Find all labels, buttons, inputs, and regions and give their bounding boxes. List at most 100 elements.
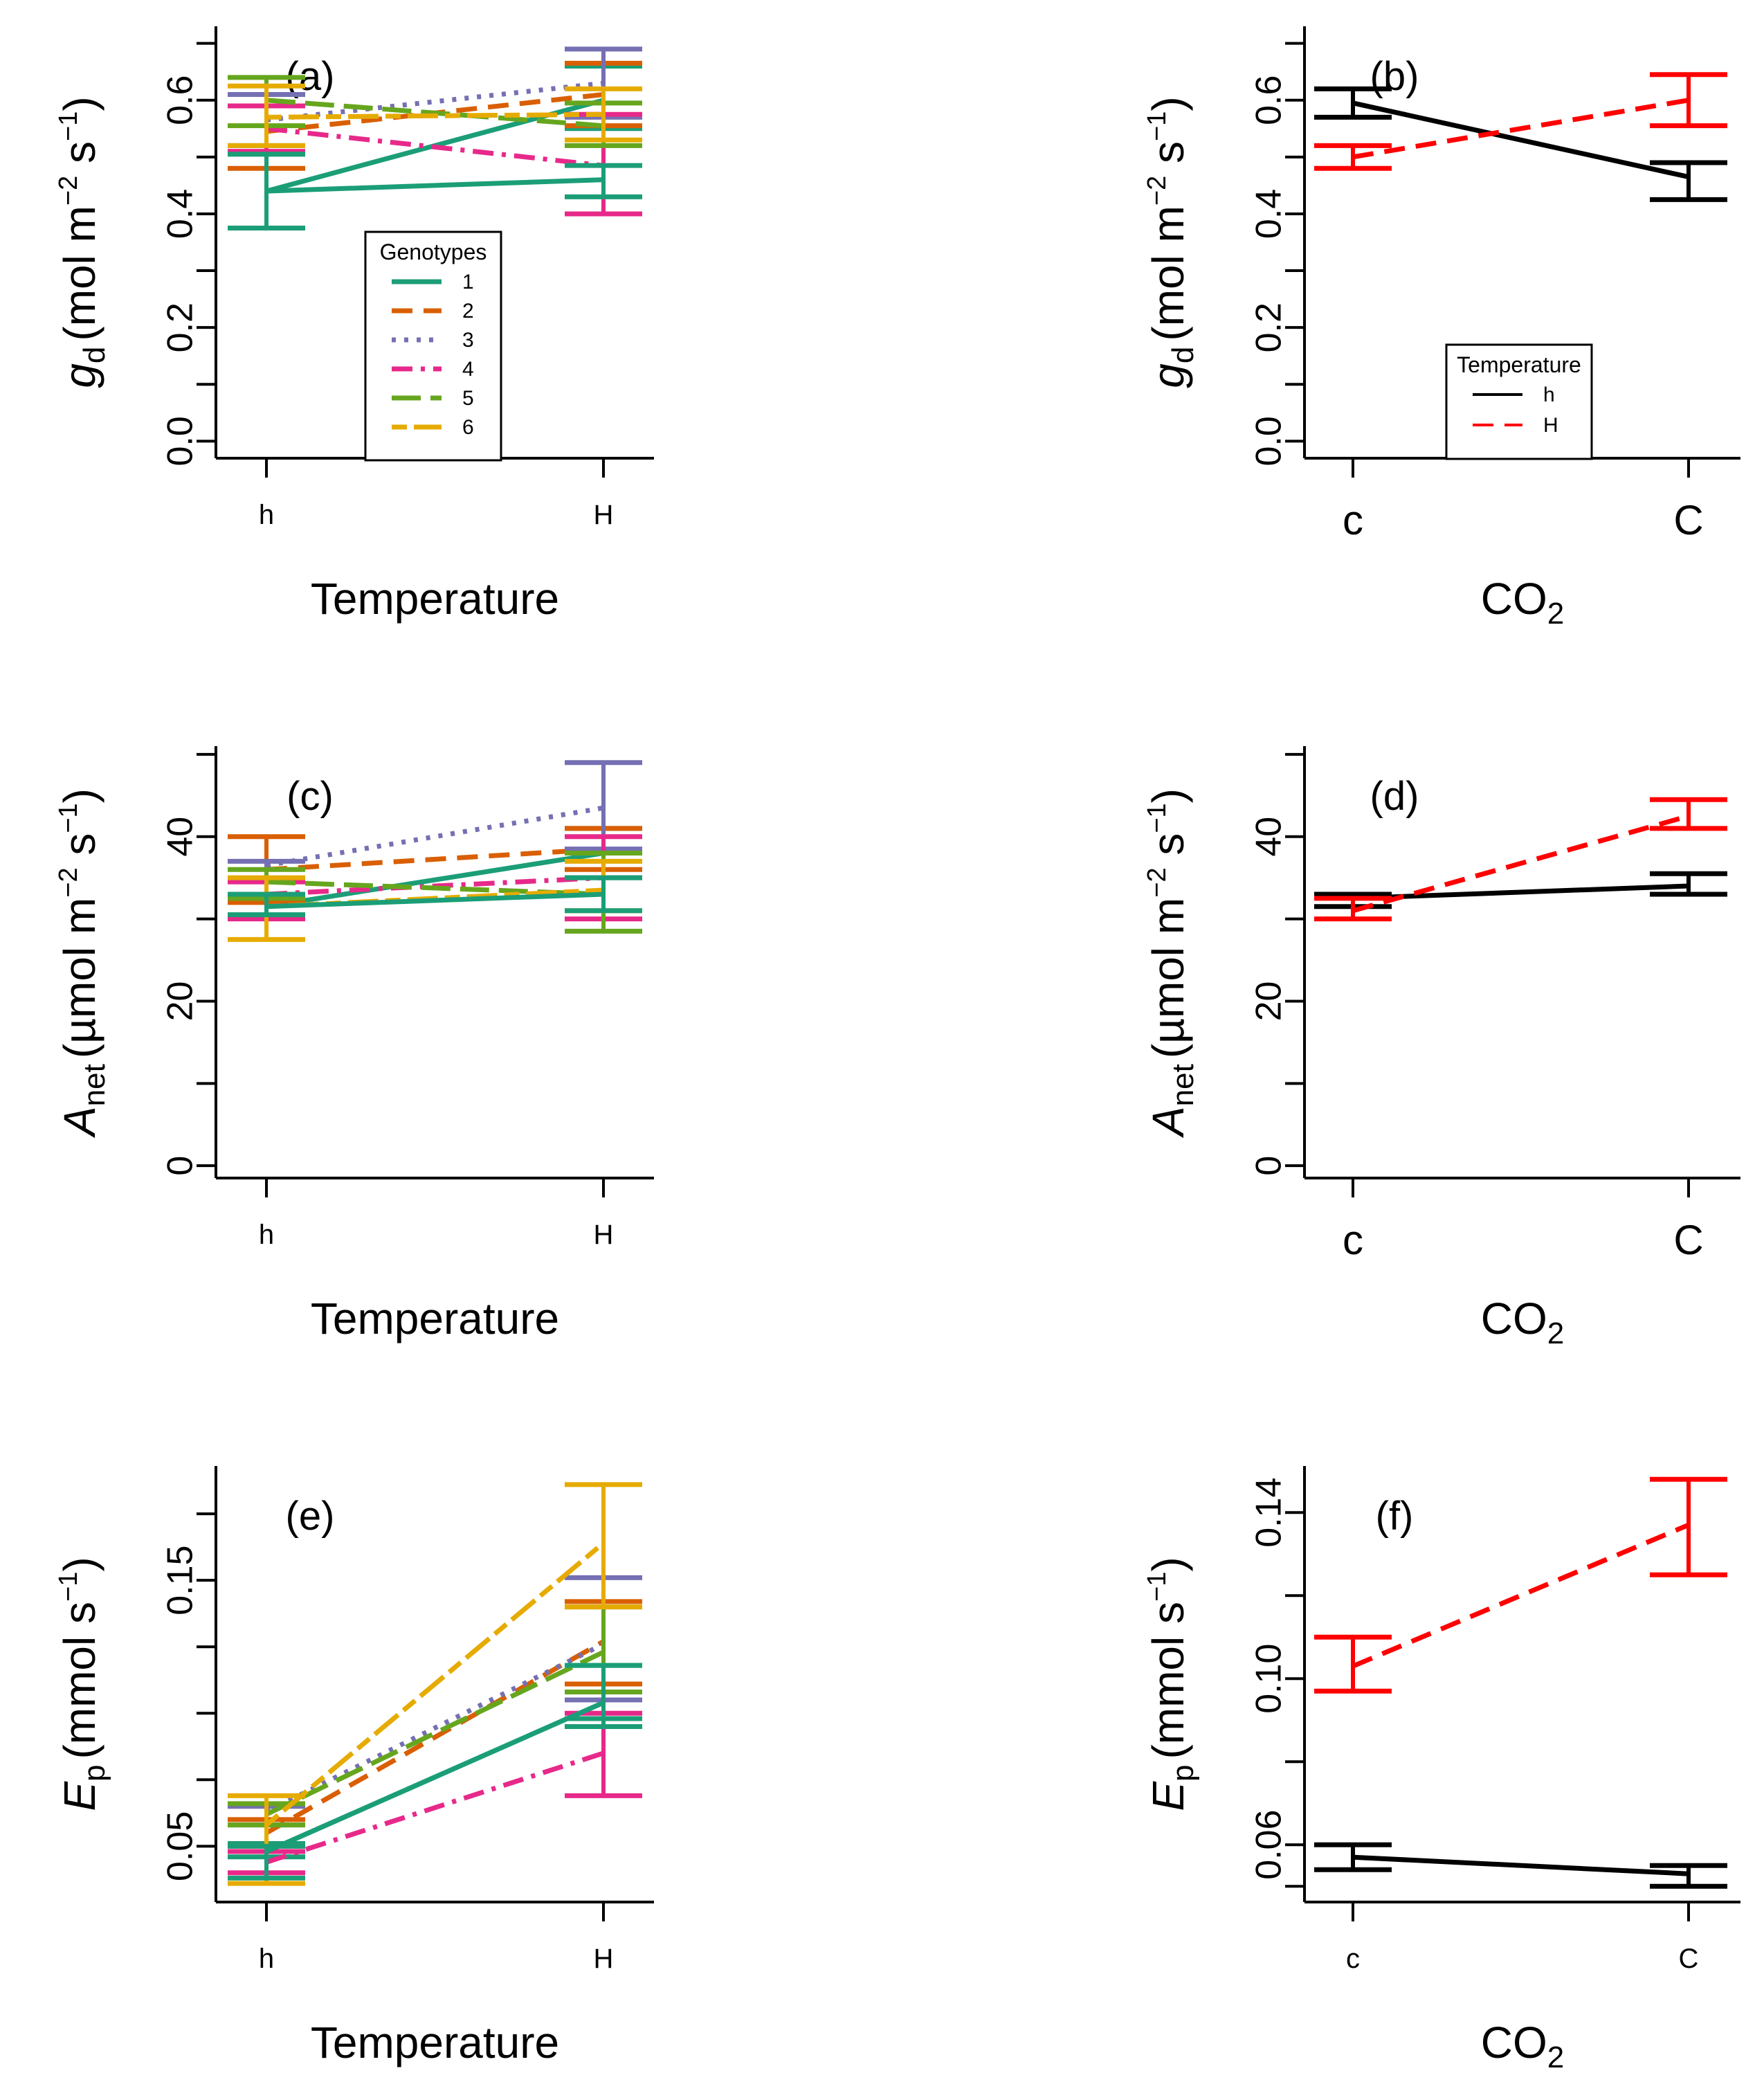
- panel-label: (e): [286, 1494, 335, 1539]
- panel-d: 0 20 40 c C CO2 Anet(µmol m−2 s−1) (d): [1143, 746, 1740, 1350]
- y-tick-label: 0.4: [1249, 189, 1289, 239]
- series-line: [266, 111, 604, 120]
- x-tick-label: c: [1346, 1944, 1360, 1974]
- x-tick-label: h: [259, 1220, 274, 1250]
- series-line: [265, 1639, 605, 1836]
- panel-label: (c): [287, 774, 334, 819]
- y-tick-label: 0: [161, 1156, 201, 1176]
- series-h: [1314, 1842, 1727, 1889]
- series-line: [266, 177, 604, 194]
- panel-a: 0.0 0.2 0.4 0.6 h H Temperature gd(mol m−2 s−1)…: [54, 26, 654, 624]
- series-line: [266, 98, 604, 129]
- y-tick-label: 20: [1249, 981, 1289, 1022]
- y-axis-title: Ep(mmol s−1): [54, 1557, 111, 1811]
- x-tick-label: C: [1679, 1944, 1699, 1974]
- panel-c: 0 20 40 h H Temperature Anet(µmol m−2 s−1) (c): [54, 746, 654, 1343]
- series-line: [1352, 98, 1689, 160]
- series-h: [1314, 86, 1727, 202]
- y-tick-label: 0.2: [1249, 302, 1289, 352]
- y-tick-label: 0.06: [1249, 1810, 1289, 1880]
- legend-box: [1445, 343, 1593, 460]
- series-H: [1314, 1476, 1727, 1694]
- series-line: [265, 1700, 605, 1854]
- series-6: [228, 1482, 642, 1886]
- series-3: [228, 1575, 642, 1828]
- x-axis-title: CO2: [1481, 574, 1564, 631]
- y-tick-label: 0.10: [1249, 1644, 1289, 1714]
- y-tick-label: 0.0: [161, 416, 201, 466]
- y-axis-title: gd(mol m−2 s−1): [1143, 96, 1200, 388]
- panel-label: (f): [1376, 1494, 1414, 1539]
- series-6: [228, 83, 642, 148]
- panel-f: 0.06 0.10 0.14 c C CO2 Ep(mmol s−1) (f): [1143, 1466, 1740, 2074]
- panel-b: 0.0 0.2 0.4 0.6 c C CO2 gd(mol m−2 s−1) (b) Tempe…: [1143, 26, 1740, 631]
- y-tick-label: 0.4: [161, 189, 201, 239]
- series-line: [265, 1649, 605, 1817]
- x-tick-label: c: [1343, 1217, 1363, 1263]
- x-tick-label: H: [594, 500, 614, 530]
- x-axis-title: CO2: [1481, 1294, 1564, 1350]
- x-tick-label: C: [1673, 1217, 1703, 1263]
- x-tick-label: c: [1343, 497, 1363, 543]
- x-tick-label: H: [594, 1220, 614, 1250]
- series-line: [265, 1642, 605, 1814]
- y-axis-title: gd(mol m−2 s−1): [54, 96, 111, 388]
- y-tick-label: 0.6: [161, 75, 201, 125]
- y-tick-label: 0.14: [1249, 1478, 1289, 1548]
- legend: Temperature hH: [1445, 343, 1593, 460]
- x-tick-label: H: [594, 1944, 614, 1974]
- series-5: [228, 1604, 642, 1828]
- legend-title: Genotypes: [380, 239, 487, 264]
- series-line: [1352, 1854, 1689, 1876]
- y-tick-label: 0.05: [161, 1811, 201, 1881]
- legend-label: h: [1543, 383, 1555, 406]
- panel-label: (b): [1370, 54, 1419, 99]
- series-H: [1314, 797, 1727, 922]
- legend-label: 5: [462, 387, 474, 410]
- series-h: [1314, 871, 1727, 909]
- y-tick-label: 0.15: [161, 1546, 201, 1615]
- legend-label: 2: [462, 300, 474, 323]
- legend: Genotypes 1 2 3 4 5 6: [364, 230, 502, 462]
- panel-label: (d): [1370, 774, 1419, 819]
- series-H: [1314, 72, 1727, 171]
- series-line: [265, 1750, 605, 1865]
- series-1b: [228, 875, 642, 918]
- legend-label: 3: [462, 329, 474, 352]
- y-tick-label: 0.6: [1249, 75, 1289, 125]
- legend-label: H: [1543, 414, 1558, 437]
- y-axis-title: Anet(µmol m−2 s−1): [54, 788, 111, 1139]
- series-line: [1352, 813, 1689, 914]
- y-tick-label: 0.2: [161, 302, 201, 352]
- series-line: [266, 891, 604, 909]
- x-tick-label: C: [1673, 497, 1703, 543]
- x-tick-label: h: [259, 500, 274, 530]
- y-axis-title: Anet(µmol m−2 s−1): [1143, 788, 1200, 1139]
- legend-label: 4: [462, 358, 474, 381]
- y-tick-label: 0: [1249, 1156, 1289, 1176]
- legend-label: 1: [462, 271, 474, 293]
- panel-e: 0.05 0.15 h H Temperature Ep(mmol s−1) (e): [54, 1466, 654, 2067]
- series-line: [264, 1541, 606, 1827]
- y-tick-label: 40: [1249, 817, 1289, 857]
- y-tick-label: 0.0: [1249, 416, 1289, 466]
- x-tick-label: h: [259, 1944, 274, 1974]
- x-axis-title: Temperature: [311, 574, 559, 624]
- y-axis-title: Ep(mmol s−1): [1143, 1557, 1200, 1811]
- x-axis-title: Temperature: [311, 1294, 559, 1343]
- series-line: [266, 126, 604, 168]
- series-line: [1352, 1522, 1690, 1669]
- legend-label: 6: [462, 416, 474, 439]
- x-axis-title: CO2: [1481, 2018, 1564, 2074]
- legend-title: Temperature: [1457, 352, 1581, 377]
- y-tick-label: 40: [161, 817, 201, 857]
- series-line: [266, 847, 604, 872]
- x-axis-title: Temperature: [311, 2018, 559, 2067]
- legend-box: [364, 230, 502, 462]
- y-tick-label: 20: [161, 981, 201, 1022]
- series-line: [1352, 100, 1689, 179]
- series-line: [266, 851, 604, 909]
- series-1b: [228, 1663, 642, 1881]
- series-1b: [228, 152, 642, 230]
